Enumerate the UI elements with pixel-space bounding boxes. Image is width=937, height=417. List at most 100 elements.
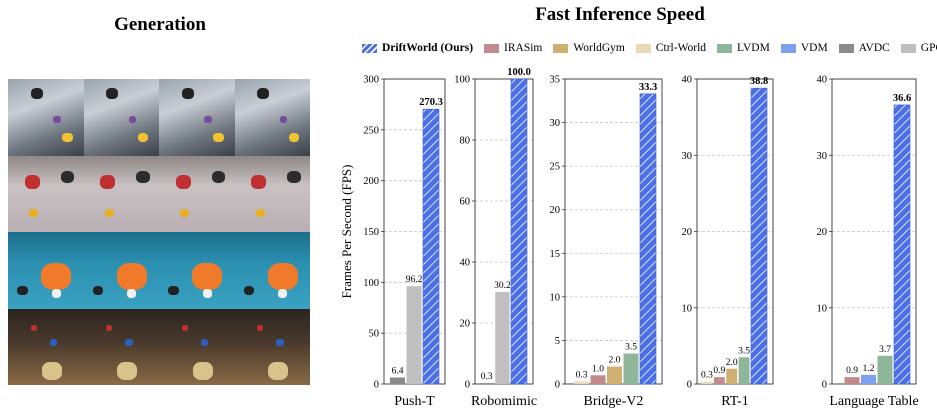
- scene-object: [180, 209, 190, 218]
- scene-object: [137, 132, 149, 143]
- y-tick-label: 40: [460, 258, 471, 269]
- legend-item: IRASim: [484, 42, 542, 54]
- bar-value-label: 1.0: [592, 364, 604, 374]
- y-tick-label: 50: [369, 329, 380, 340]
- generation-frame: [159, 155, 235, 232]
- bar-value-label: 0.3: [576, 370, 588, 380]
- scene-object: [243, 285, 255, 296]
- bar-value-label: 270.3: [419, 97, 443, 108]
- bar: [877, 355, 893, 384]
- bar-value-label: 3.5: [738, 346, 750, 356]
- bar: [713, 377, 725, 384]
- generation-frame: [8, 79, 84, 156]
- y-tick-label: 250: [363, 125, 379, 136]
- generation-frame: [159, 308, 235, 385]
- legend-item: DriftWorld (Ours): [362, 42, 473, 54]
- bar-value-label: 100.0: [507, 67, 531, 78]
- scene-object: [17, 285, 28, 296]
- scene-object: [168, 285, 179, 296]
- scene-object: [251, 175, 267, 190]
- y-tick-label: 15: [550, 249, 561, 260]
- generation-frame: [8, 308, 84, 385]
- bar-value-label: 0.3: [701, 371, 713, 381]
- scene-object: [211, 170, 226, 184]
- scene-object: [267, 262, 298, 291]
- generation-frame: [234, 308, 310, 385]
- scene-object: [192, 362, 213, 380]
- bar-value-label: 2.0: [609, 356, 621, 366]
- generation-title: Generation: [114, 14, 206, 35]
- scene-object: [30, 88, 43, 100]
- bar: [390, 377, 405, 384]
- y-tick-label: 0: [374, 380, 379, 391]
- y-tick-label: 0: [822, 380, 827, 391]
- x-axis-label: Push-T: [394, 394, 435, 409]
- scene-object: [60, 170, 75, 184]
- scene-object: [41, 262, 72, 291]
- scene-object: [53, 115, 61, 123]
- bar-value-label: 0.9: [713, 366, 725, 376]
- chart-title: Fast Inference Speed: [535, 4, 705, 25]
- scene-object: [100, 175, 116, 190]
- bar-value-label: 0.9: [846, 366, 858, 376]
- bar: [422, 108, 440, 385]
- generation-frame: [234, 155, 310, 232]
- y-tick-label: 0: [687, 380, 692, 391]
- scene-object: [268, 362, 289, 380]
- y-tick-label: 60: [460, 197, 471, 208]
- y-tick-label: 200: [363, 176, 379, 187]
- scene-object: [287, 170, 301, 184]
- generation-frame: [83, 308, 159, 385]
- generation-frame: [8, 232, 84, 309]
- y-tick-label: 25: [550, 162, 561, 173]
- scene-object: [175, 175, 191, 190]
- y-tick-label: 100: [363, 278, 379, 289]
- y-axis-label: Frames Per Second (FPS): [339, 165, 354, 299]
- scene-object: [204, 115, 212, 123]
- bar: [750, 87, 768, 385]
- scene-object: [202, 289, 212, 298]
- bar-value-label: 96.2: [406, 275, 423, 285]
- generation-frame: [234, 232, 310, 309]
- scene-object: [92, 285, 104, 296]
- scene-object: [30, 325, 37, 331]
- scene-object: [24, 175, 40, 190]
- bar-value-label: 1.2: [863, 364, 875, 374]
- y-tick-label: 20: [550, 205, 561, 216]
- y-tick-label: 30: [682, 151, 693, 162]
- y-tick-label: 35: [550, 75, 561, 86]
- scene-object: [106, 88, 119, 100]
- scene-object: [181, 325, 188, 331]
- y-tick-label: 10: [817, 303, 828, 314]
- bar: [495, 291, 510, 384]
- bar-value-label: 0.3: [481, 372, 493, 382]
- legend-label: DriftWorld (Ours): [382, 42, 474, 54]
- scene-object: [278, 289, 288, 298]
- bar: [639, 93, 657, 385]
- legend-label: Ctrl-World: [655, 42, 707, 54]
- scene-object: [288, 132, 300, 143]
- x-axis-label: Bridge-V2: [584, 394, 644, 409]
- bar-value-label: 38.8: [750, 76, 768, 87]
- legend-label: VDM: [800, 42, 828, 54]
- scene-object: [106, 325, 113, 331]
- scene-object: [62, 132, 73, 143]
- y-tick-label: 0: [555, 380, 560, 391]
- scene-object: [116, 262, 147, 291]
- scene-object: [41, 362, 62, 380]
- bar-value-label: 3.5: [625, 343, 637, 353]
- bar: [479, 383, 494, 384]
- y-tick-label: 40: [817, 75, 828, 86]
- generation-frame: [234, 79, 310, 156]
- scene-object: [125, 339, 133, 346]
- bar: [574, 381, 589, 384]
- scene-object: [51, 289, 61, 298]
- legend-swatch: [484, 43, 500, 53]
- scene-object: [255, 209, 265, 218]
- y-tick-label: 30: [817, 151, 828, 162]
- scene-object: [181, 88, 194, 100]
- y-tick-label: 10: [550, 292, 561, 303]
- scene-object: [136, 170, 150, 184]
- bar-value-label: 30.2: [494, 281, 511, 291]
